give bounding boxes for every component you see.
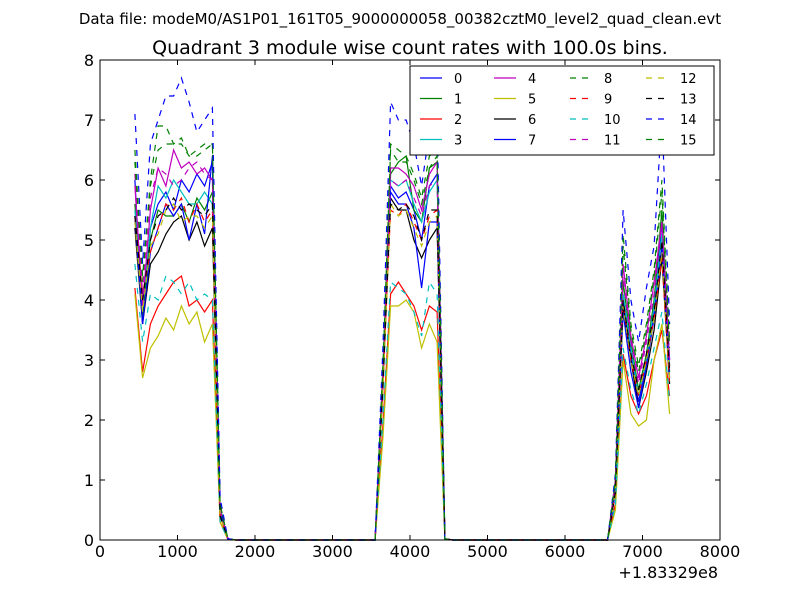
- legend-label-0: 0: [454, 72, 462, 87]
- y-tick-label: 3: [84, 351, 94, 370]
- x-tick-label: 6000: [545, 542, 586, 561]
- x-tick-label: 7000: [622, 542, 663, 561]
- y-tick-label: 0: [84, 531, 94, 550]
- x-tick-label: 1000: [157, 542, 198, 561]
- x-tick-label: 3000: [312, 542, 353, 561]
- legend-label-8: 8: [604, 72, 612, 87]
- legend-label-9: 9: [604, 93, 612, 108]
- legend-label-10: 10: [604, 113, 621, 128]
- legend-label-13: 13: [680, 93, 697, 108]
- y-tick-label: 8: [84, 51, 94, 70]
- chart-title: Quadrant 3 module wise count rates with …: [152, 37, 668, 59]
- legend-label-7: 7: [528, 134, 536, 149]
- y-tick-label: 4: [84, 291, 94, 310]
- ticks-layer: 0 1000 2000 3000 4000 5000 6000 7000 80000123456…: [84, 51, 741, 561]
- legend-label-4: 4: [528, 72, 536, 87]
- x-tick-label: 0: [95, 542, 105, 561]
- x-tick-label: 2000: [235, 542, 276, 561]
- series-line-10: [134, 263, 671, 541]
- figure-suptitle: Data file: modeM0/AS1P01_161T05_90000000…: [79, 10, 721, 29]
- series-line-14: [134, 76, 671, 541]
- y-tick-label: 7: [84, 111, 94, 130]
- series-line-15: [134, 142, 671, 541]
- y-tick-label: 6: [84, 171, 94, 190]
- x-tick-label: 4000: [390, 542, 431, 561]
- legend-label-12: 12: [680, 72, 697, 87]
- x-offset-label: +1.83329e8: [618, 563, 718, 582]
- y-tick-label: 5: [84, 231, 94, 250]
- legend-box: [409, 65, 715, 156]
- legend-label-2: 2: [454, 113, 462, 128]
- legend-label-3: 3: [454, 134, 462, 149]
- legend-label-1: 1: [454, 93, 462, 108]
- y-tick-label: 2: [84, 411, 94, 430]
- x-tick-label: 5000: [467, 542, 508, 561]
- legend-label-6: 6: [528, 113, 536, 128]
- legend-label-14: 14: [680, 113, 697, 128]
- legend-label-5: 5: [528, 93, 536, 108]
- legend-label-11: 11: [604, 134, 621, 149]
- x-tick-label: 8000: [700, 542, 741, 561]
- y-tick-label: 1: [84, 471, 94, 490]
- legend-label-15: 15: [680, 134, 697, 149]
